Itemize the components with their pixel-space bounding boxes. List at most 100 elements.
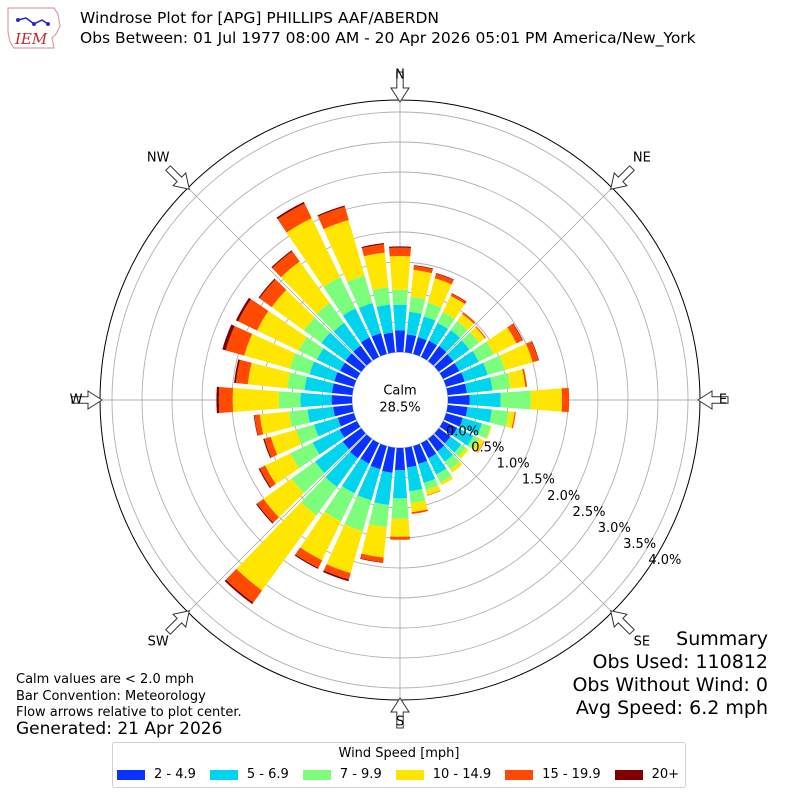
flow-arrow-n — [390, 71, 410, 103]
summary-obs-used: Obs Used: 110812 — [592, 651, 768, 673]
calm-value: 28.5% — [379, 401, 420, 416]
direction-label-n: N — [395, 68, 405, 83]
chart-title: Windrose Plot for [APG] PHILLIPS AAF/ABE… — [80, 9, 440, 27]
legend-swatch — [614, 769, 643, 780]
legend-swatch — [395, 769, 424, 780]
windrose-bar-segment — [271, 250, 293, 269]
windrose-bar-segment — [427, 278, 452, 308]
windrose-bar-segment — [316, 348, 345, 371]
radial-tick-label: 1.0% — [497, 457, 530, 472]
windrose-bar-segment — [235, 359, 252, 385]
windrose-bar-segment — [225, 568, 263, 603]
windrose-bar-segment — [428, 434, 445, 452]
legend-label: 2 - 4.9 — [154, 767, 196, 782]
windrose-bar-segment — [392, 470, 408, 499]
windrose-bar-segment — [500, 390, 531, 410]
windrose-bar-segment — [561, 387, 570, 413]
windrose-bar-segment — [389, 246, 411, 248]
windrose-bar-segment — [236, 502, 317, 591]
windrose-bar-segment — [470, 326, 486, 343]
windrose-bar-segment — [406, 311, 422, 336]
direction-label-s: S — [396, 715, 404, 730]
windrose-bar-segment — [404, 446, 417, 468]
windrose-bar-segment — [370, 443, 387, 470]
windrose-bar-segment — [411, 509, 428, 514]
windrose-bar-segment — [423, 478, 439, 491]
windrose-bar-segment — [392, 289, 408, 305]
iem-logo-text: IEM — [14, 30, 48, 48]
windrose-bar-segment — [360, 558, 384, 563]
windrose-bar-segment — [469, 392, 501, 408]
windrose-bar-segment — [247, 362, 291, 389]
windrose-bar-segment — [294, 554, 319, 569]
windrose-bar-segment — [465, 377, 493, 394]
radial-tick-label: 2.0% — [547, 489, 580, 504]
windrose-bar-segment — [331, 383, 354, 396]
radial-tick-label: 2.5% — [572, 505, 605, 520]
legend-item: 10 - 14.9 — [395, 767, 492, 782]
windrose-bar-segment — [333, 322, 361, 352]
legend-swatch — [209, 769, 238, 780]
windrose-bar-segment — [291, 461, 325, 494]
windrose-bar-segment — [439, 330, 461, 353]
windrose-bar-segment — [440, 476, 454, 486]
speed-legend: Wind Speed [mph] 2 - 4.9 5 - 6.9 7 - 9.9 10… — [112, 742, 686, 788]
windrose-bar-segment — [278, 391, 301, 409]
windrose-bar-segment — [442, 295, 465, 320]
windrose-bar-segment — [454, 444, 467, 457]
windrose-bar-segment — [499, 343, 533, 371]
windrose-bar-segment — [337, 413, 357, 427]
windrose-bar-segment — [530, 388, 562, 412]
windrose-bar-segment — [505, 411, 515, 429]
windrose-bar-segment — [435, 273, 454, 281]
windrose-bar-segment — [314, 417, 341, 437]
windrose-bar-segment — [490, 372, 511, 391]
windrose-bar-segment — [434, 428, 451, 444]
windrose-bar-segment — [443, 413, 463, 427]
windrose-bar-segment — [300, 511, 342, 561]
legend-item: 15 - 19.9 — [505, 767, 601, 782]
windrose-bar-segment — [353, 345, 372, 366]
windrose-bar-segment — [462, 312, 476, 324]
windrose-bar-segment — [340, 362, 361, 380]
windrose-bar-segment — [259, 279, 287, 308]
windrose-bar-segment — [420, 439, 437, 459]
legend-label: 20+ — [651, 767, 680, 782]
windrose-bar-segment — [238, 299, 269, 331]
direction-label-w: W — [70, 393, 83, 408]
flow-arrow-ne — [610, 165, 635, 190]
legend-label: 10 - 14.9 — [432, 767, 492, 782]
windrose-bar-segment — [272, 251, 300, 278]
windrose-bar-segment — [467, 435, 479, 450]
windrose-bar-segment — [531, 340, 540, 361]
windrose-bar-segment — [391, 498, 409, 519]
windrose-bar-segment — [512, 323, 524, 341]
windrose-bar-segment — [459, 417, 482, 435]
windrose-bar-segment — [270, 429, 302, 455]
windrose-bar-segment — [444, 436, 462, 453]
windrose-bar-segment — [325, 451, 358, 487]
windrose-bar-segment — [404, 334, 417, 354]
windrose-bar-segment — [324, 485, 355, 522]
windrose-bar-segment — [477, 423, 491, 439]
windrose-bar-segment — [300, 392, 332, 408]
grid-spoke — [433, 433, 613, 613]
windrose-bar-segment — [489, 409, 509, 427]
windrose-bar-segment — [413, 265, 434, 270]
windrose-bar-segment — [413, 337, 427, 357]
flow-arrow-s — [390, 697, 410, 729]
windrose-bar-segment — [222, 324, 235, 351]
windrose-bar-segment — [389, 247, 411, 257]
windrose-bar-segment — [339, 420, 361, 438]
windrose-bar-segment — [390, 536, 410, 540]
windrose-bar-segment — [507, 323, 523, 344]
windrose-bar-segment — [258, 278, 276, 299]
windrose-bar-segment — [347, 275, 373, 308]
flow-arrow-e — [697, 390, 729, 410]
radial-tick-label: 3.0% — [598, 521, 631, 536]
windrose-bar-segment — [428, 322, 449, 346]
windrose-bar-segment — [334, 372, 357, 387]
windrose-bar-segment — [423, 302, 442, 321]
windrose-bar-segment — [382, 446, 396, 473]
windrose-bar-segment — [483, 355, 506, 376]
